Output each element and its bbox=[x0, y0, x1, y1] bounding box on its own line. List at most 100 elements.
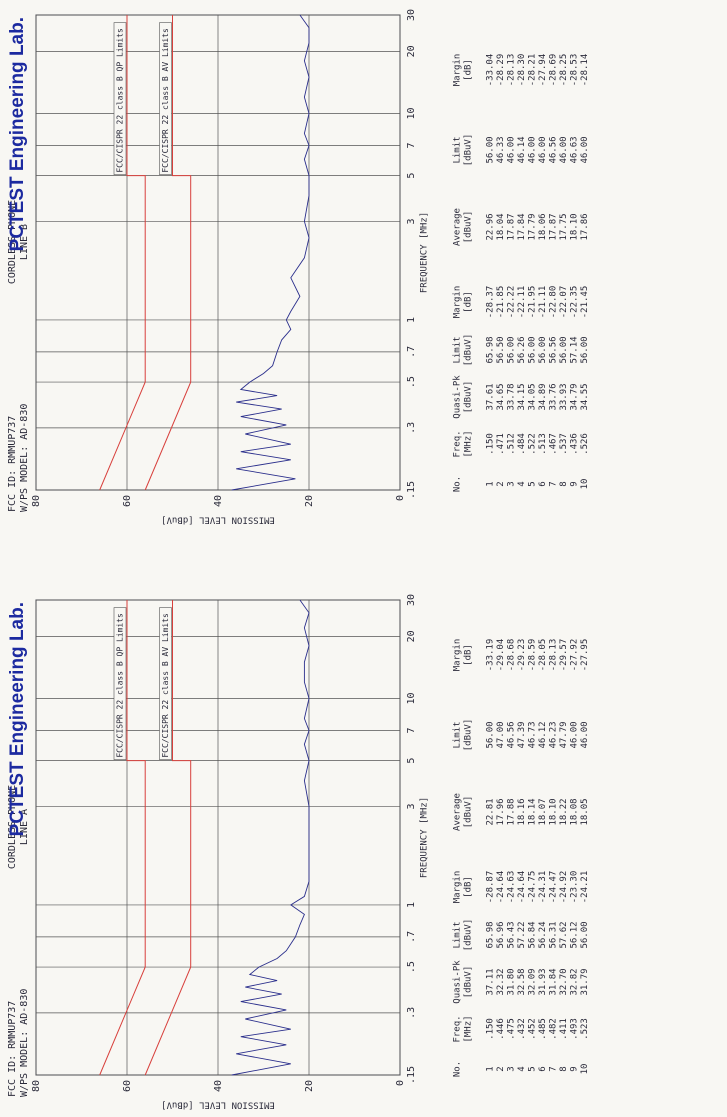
table-cell: .452 bbox=[528, 1018, 538, 1040]
table-cell: -24.21 bbox=[580, 871, 590, 904]
table-cell: -24.47 bbox=[549, 871, 559, 904]
table-header: Margin bbox=[453, 286, 463, 319]
table-header-unit: [dBuV] bbox=[464, 134, 474, 167]
table-cell: 65.98 bbox=[486, 921, 496, 948]
table-cell: 8 bbox=[559, 1066, 569, 1071]
table-cell: 2 bbox=[496, 1066, 506, 1071]
table-header: Margin bbox=[453, 54, 463, 87]
table-cell: -24.75 bbox=[528, 871, 538, 904]
table-cell: 5 bbox=[528, 1066, 538, 1071]
x-tick-label: 10 bbox=[406, 692, 417, 704]
table-header: Limit bbox=[453, 921, 463, 948]
y-tick-label: 60 bbox=[122, 495, 133, 507]
table-cell: 4 bbox=[517, 481, 527, 486]
table-cell: -22.80 bbox=[549, 286, 559, 319]
table-cell: -28.13 bbox=[507, 54, 517, 87]
x-tick-label: 30 bbox=[406, 594, 417, 606]
table-cell: 1 bbox=[486, 481, 496, 486]
table-cell: -27.95 bbox=[580, 639, 590, 672]
table-cell: 32.09 bbox=[528, 968, 538, 995]
table-cell: 34.79 bbox=[570, 383, 580, 410]
table-cell: 17.84 bbox=[517, 213, 527, 240]
table-cell: 46.56 bbox=[507, 721, 517, 748]
table-cell: .482 bbox=[549, 1018, 559, 1040]
y-tick-label: 20 bbox=[304, 1080, 315, 1092]
table-cell: 56.00 bbox=[559, 336, 569, 363]
table-cell: 3 bbox=[507, 1066, 517, 1071]
x-tick-label: .7 bbox=[406, 346, 417, 358]
table-cell: 57.14 bbox=[570, 336, 580, 363]
table-header: Margin bbox=[453, 871, 463, 904]
table-header-unit: [dBuV] bbox=[464, 966, 474, 999]
table-cell: 46.00 bbox=[570, 721, 580, 748]
table-cell: 18.05 bbox=[580, 798, 590, 825]
table-cell: 31.80 bbox=[507, 968, 517, 995]
y-tick-label: 40 bbox=[213, 1080, 224, 1092]
table-header: Limit bbox=[453, 136, 463, 163]
table-cell: 8 bbox=[559, 481, 569, 486]
table-cell: 18.06 bbox=[538, 213, 548, 240]
table-cell: 17.87 bbox=[549, 213, 559, 240]
table-cell: .513 bbox=[538, 433, 548, 455]
chart-title: CORDLESS PHONE bbox=[7, 200, 18, 284]
table-cell: 31.79 bbox=[580, 968, 590, 995]
table-header-unit: [dBuV] bbox=[464, 334, 474, 367]
table-cell: -28.29 bbox=[496, 54, 506, 87]
table-header: Limit bbox=[453, 721, 463, 748]
table-cell: 22.96 bbox=[486, 213, 496, 240]
table-cell: .471 bbox=[496, 433, 506, 455]
table-cell: -28.14 bbox=[580, 54, 590, 87]
table-cell: 47.00 bbox=[496, 721, 506, 748]
table-cell: 33.76 bbox=[549, 383, 559, 410]
table-cell: .436 bbox=[570, 433, 580, 455]
limit-label: FCC/CISPR 22 class B QP Limits bbox=[116, 28, 125, 173]
x-tick-label: .15 bbox=[406, 481, 417, 499]
table-cell: 56.00 bbox=[528, 336, 538, 363]
table-cell: -21.85 bbox=[496, 286, 506, 319]
x-tick-label: 20 bbox=[406, 630, 417, 642]
x-tick-label: 1 bbox=[406, 902, 417, 908]
table-cell: 47.39 bbox=[517, 721, 527, 748]
chart-title: CORDLESS PHONE bbox=[7, 785, 18, 869]
table-cell: .446 bbox=[496, 1018, 506, 1040]
table-header-unit: [dBuV] bbox=[464, 211, 474, 244]
limit-label: FCC/CISPR 22 class B AV Limits bbox=[161, 613, 170, 758]
limit-line bbox=[144, 15, 192, 491]
table-cell: .512 bbox=[507, 433, 517, 455]
table-header-unit: [dBuV] bbox=[464, 719, 474, 752]
table-cell: -33.04 bbox=[486, 54, 496, 87]
table-cell: 32.32 bbox=[496, 968, 506, 995]
x-tick-label: 7 bbox=[406, 727, 417, 733]
table-cell: -28.53 bbox=[570, 54, 580, 87]
limit-line bbox=[99, 600, 146, 1076]
table-cell: 65.98 bbox=[486, 336, 496, 363]
table-cell: .150 bbox=[486, 433, 496, 455]
x-tick-label: 10 bbox=[406, 107, 417, 119]
table-cell: 56.43 bbox=[507, 921, 517, 948]
y-tick-label: 40 bbox=[213, 495, 224, 507]
table-cell: 6 bbox=[538, 1066, 548, 1071]
table-cell: .411 bbox=[559, 1018, 569, 1040]
x-tick-label: .15 bbox=[406, 1066, 417, 1084]
table-cell: 56.00 bbox=[538, 336, 548, 363]
emission-trace bbox=[231, 599, 310, 1076]
table-cell: -22.07 bbox=[559, 286, 569, 319]
table-cell: -28.21 bbox=[528, 54, 538, 87]
chart-subtitle: LINE B bbox=[19, 224, 30, 260]
table-cell: 31.84 bbox=[549, 968, 559, 995]
table-cell: 33.78 bbox=[507, 383, 517, 410]
table-cell: 56.50 bbox=[496, 336, 506, 363]
table-cell: 32.58 bbox=[517, 968, 527, 995]
limit-line bbox=[144, 600, 192, 1076]
y-tick-label: 60 bbox=[122, 1080, 133, 1092]
table-cell: -23.30 bbox=[570, 871, 580, 904]
table-header: Limit bbox=[453, 336, 463, 363]
table-cell: 57.62 bbox=[559, 921, 569, 948]
table-header: No. bbox=[453, 1061, 463, 1077]
table-cell: .537 bbox=[559, 433, 569, 455]
table-cell: 46.00 bbox=[580, 721, 590, 748]
table-cell: 32.70 bbox=[559, 968, 569, 995]
